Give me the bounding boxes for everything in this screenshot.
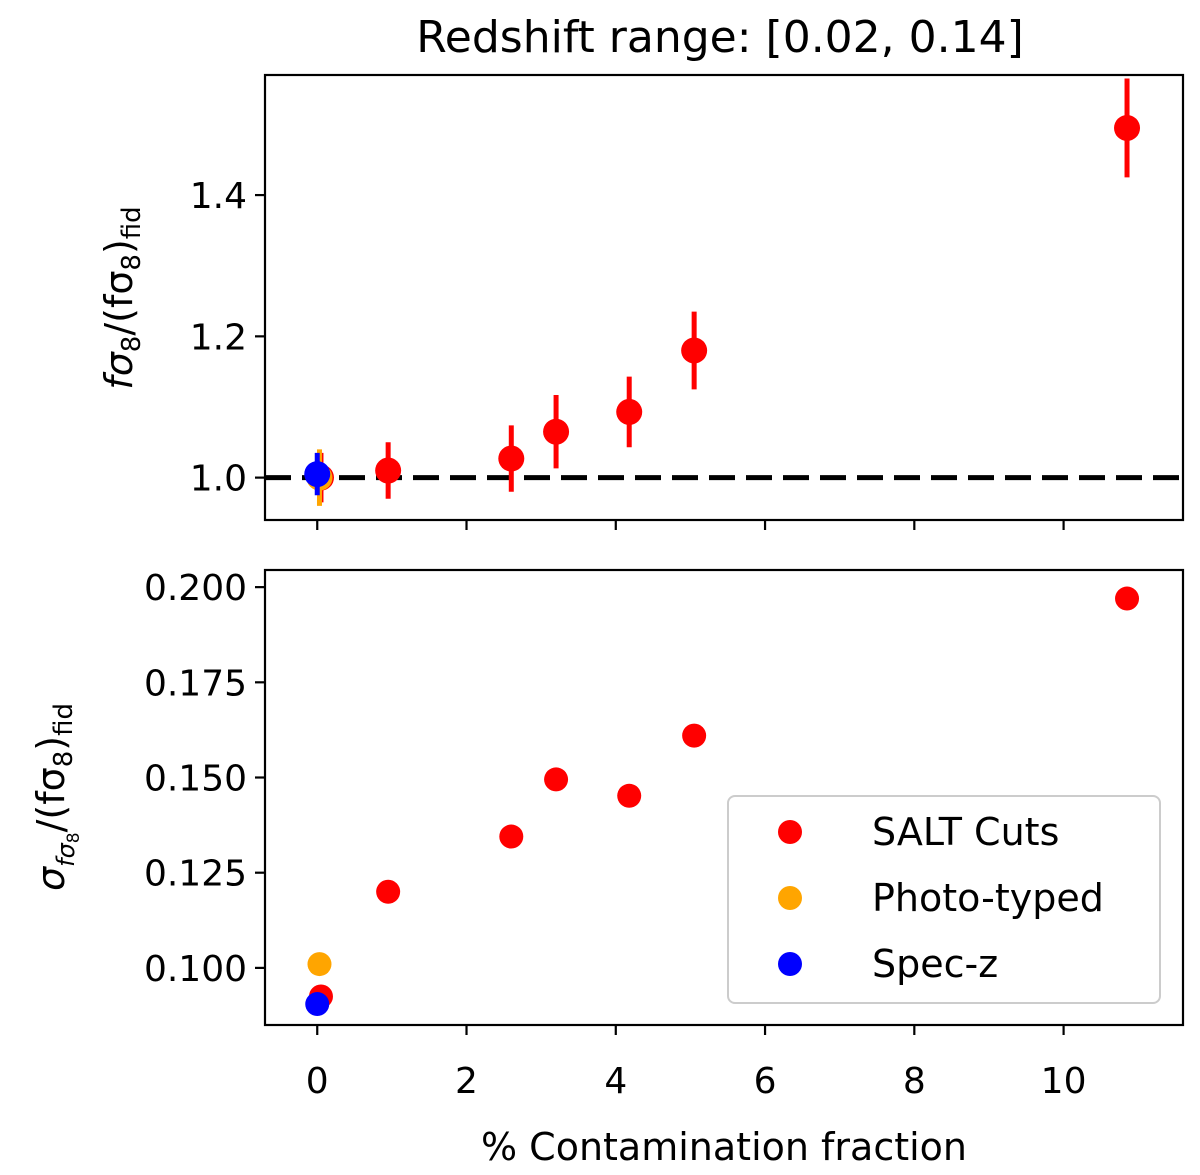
data-point bbox=[1114, 114, 1141, 141]
top-axes-frame bbox=[263, 73, 1185, 522]
top-data-marks bbox=[304, 78, 1141, 506]
top-y-axis-label: fσ8/(fσ8)fid bbox=[97, 206, 147, 389]
series-photo-typed bbox=[307, 952, 332, 977]
data-point bbox=[681, 337, 708, 364]
series-salt-cuts bbox=[307, 78, 1141, 503]
legend-label: Spec-z bbox=[872, 942, 998, 986]
data-point bbox=[617, 783, 642, 808]
bottom-panel: 0.100 0.125 0.150 0.175 0.200 0 2 4 6 8 10 σfσ8/(… bbox=[29, 568, 1185, 1169]
data-point bbox=[682, 723, 707, 748]
data-point bbox=[616, 398, 643, 425]
bottom-x-tick-label: 8 bbox=[903, 1061, 926, 1102]
data-point bbox=[376, 879, 401, 904]
data-point bbox=[375, 457, 402, 484]
bottom-x-tick-label: 4 bbox=[604, 1061, 627, 1102]
bottom-x-tick-label: 2 bbox=[455, 1061, 478, 1102]
data-point bbox=[305, 992, 330, 1017]
bottom-y-tick-label: 0.100 bbox=[144, 949, 247, 990]
series-spec-z bbox=[305, 992, 330, 1017]
top-y-tick-label: 1.4 bbox=[190, 176, 247, 217]
bottom-data-marks bbox=[305, 586, 1140, 1017]
data-point bbox=[1115, 586, 1140, 611]
legend-entry-salt-cuts: SALT Cuts bbox=[778, 810, 1059, 854]
bottom-x-ticks: 0 2 4 6 8 10 bbox=[306, 1025, 1087, 1102]
top-y-ticks: 1.0 1.2 1.4 bbox=[190, 176, 265, 500]
bottom-y-axis-label: σfσ8/(fσ8)fid bbox=[29, 703, 84, 891]
data-point bbox=[307, 952, 332, 977]
bottom-x-tick-label: 10 bbox=[1041, 1061, 1087, 1102]
bottom-x-tick-label: 6 bbox=[754, 1061, 777, 1102]
series-spec-z bbox=[304, 452, 331, 496]
top-y-tick-label: 1.2 bbox=[190, 317, 247, 358]
data-point bbox=[498, 445, 525, 472]
legend-marker bbox=[778, 952, 802, 976]
top-y-tick-label: 1.0 bbox=[190, 459, 247, 500]
legend-label: SALT Cuts bbox=[872, 810, 1059, 854]
legend-box bbox=[727, 795, 1161, 1004]
top-x-ticks bbox=[316, 520, 1065, 530]
x-axis-label: % Contamination fraction bbox=[481, 1125, 967, 1169]
top-panel: 1.0 1.2 1.4 fσ8/(fσ8)fid bbox=[97, 73, 1185, 530]
legend-label: Photo-typed bbox=[872, 876, 1104, 920]
bottom-x-tick-label: 0 bbox=[306, 1061, 329, 1102]
chart-title: Redshift range: [0.02, 0.14] bbox=[416, 12, 1024, 63]
legend-entry-spec-z: Spec-z bbox=[778, 942, 998, 986]
data-point bbox=[304, 461, 331, 488]
bottom-y-ticks: 0.100 0.125 0.150 0.175 0.200 bbox=[144, 568, 265, 990]
legend-entry-photo-typed: Photo-typed bbox=[778, 876, 1104, 920]
data-point bbox=[544, 767, 569, 792]
bottom-axes-frame bbox=[263, 568, 1185, 1027]
data-point bbox=[543, 418, 570, 445]
bottom-y-tick-label: 0.125 bbox=[144, 854, 247, 895]
legend-marker bbox=[778, 820, 802, 844]
bottom-y-tick-label: 0.175 bbox=[144, 663, 247, 704]
legend: SALT Cuts Photo-typed Spec-z bbox=[727, 795, 1161, 1004]
data-point bbox=[499, 824, 524, 849]
legend-marker bbox=[778, 886, 802, 910]
bottom-y-tick-label: 0.150 bbox=[144, 759, 247, 800]
bottom-y-tick-label: 0.200 bbox=[144, 568, 247, 609]
